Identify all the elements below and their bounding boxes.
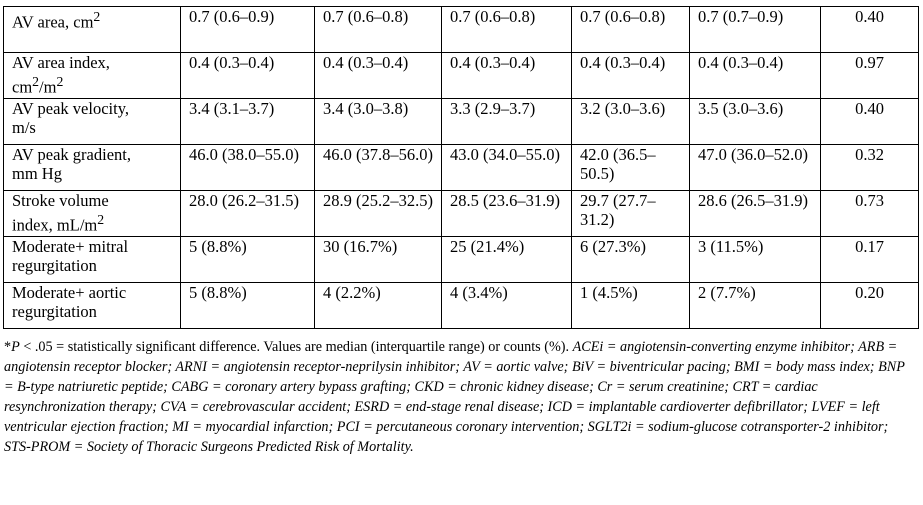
table-row: AV peak velocity, m/s 3.4 (3.1–3.7) 3.4 (… — [3, 98, 919, 145]
table-cell: 4 (3.4%) — [441, 282, 572, 329]
table-cell: 0.4 (0.3–0.4) — [571, 52, 690, 99]
footnote-abbreviations: ACEi = angiotensin-converting enzyme inh… — [4, 339, 905, 455]
table-cell: 43.0 (34.0–55.0) — [441, 144, 572, 191]
p-value-cell: 0.20 — [820, 282, 919, 329]
row-label: AV area index, cm2/m2 — [3, 52, 181, 99]
table-cell: 5 (8.8%) — [180, 236, 315, 283]
table-row: AV peak gradient, mm Hg 46.0 (38.0–55.0) … — [3, 144, 919, 191]
row-label: Moderate+ mitral regurgitation — [3, 236, 181, 283]
table-cell: 5 (8.8%) — [180, 282, 315, 329]
table-row: Stroke volume index, mL/m2 28.0 (26.2–31.… — [3, 190, 919, 237]
table-cell: 28.6 (26.5–31.9) — [689, 190, 821, 237]
table-cell: 28.0 (26.2–31.5) — [180, 190, 315, 237]
table-cell: 3.4 (3.0–3.8) — [314, 98, 442, 145]
table-cell: 2 (7.7%) — [689, 282, 821, 329]
table-cell: 0.7 (0.6–0.8) — [441, 6, 572, 53]
table-cell: 29.7 (27.7–31.2) — [571, 190, 690, 237]
p-value-cell: 0.40 — [820, 98, 919, 145]
row-label: AV peak velocity, m/s — [3, 98, 181, 145]
table-cell: 25 (21.4%) — [441, 236, 572, 283]
table-row: AV area, cm2 0.7 (0.6–0.9) 0.7 (0.6–0.8)… — [3, 6, 919, 53]
table-cell: 0.7 (0.6–0.9) — [180, 6, 315, 53]
table-cell: 0.7 (0.6–0.8) — [571, 6, 690, 53]
row-label: AV area, cm2 — [3, 6, 181, 53]
table-cell: 46.0 (38.0–55.0) — [180, 144, 315, 191]
table-row: Moderate+ mitral regurgitation 5 (8.8%) 3… — [3, 236, 919, 283]
table-cell: 47.0 (36.0–52.0) — [689, 144, 821, 191]
table-cell: 30 (16.7%) — [314, 236, 442, 283]
table-row: Moderate+ aortic regurgitation 5 (8.8%) 4… — [3, 282, 919, 329]
footnote-star: * — [4, 339, 12, 355]
table-cell: 0.4 (0.3–0.4) — [689, 52, 821, 99]
row-label: AV peak gradient, mm Hg — [3, 144, 181, 191]
table-cell: 0.7 (0.6–0.8) — [314, 6, 442, 53]
table-cell: 6 (27.3%) — [571, 236, 690, 283]
table-cell: 3.5 (3.0–3.6) — [689, 98, 821, 145]
table-cell: 42.0 (36.5–50.5) — [571, 144, 690, 191]
p-value-cell: 0.97 — [820, 52, 919, 99]
table-row: AV area index, cm2/m2 0.4 (0.3–0.4) 0.4 (… — [3, 52, 919, 99]
results-table: AV area, cm2 0.7 (0.6–0.9) 0.7 (0.6–0.8)… — [3, 6, 919, 329]
row-label: Moderate+ aortic regurgitation — [3, 282, 181, 329]
table-cell: 3.3 (2.9–3.7) — [441, 98, 572, 145]
p-value-cell: 0.73 — [820, 190, 919, 237]
table-cell: 0.4 (0.3–0.4) — [441, 52, 572, 99]
table-cell: 28.9 (25.2–32.5) — [314, 190, 442, 237]
table-cell: 28.5 (23.6–31.9) — [441, 190, 572, 237]
table-cell: 1 (4.5%) — [571, 282, 690, 329]
table-cell: 3 (11.5%) — [689, 236, 821, 283]
table-footnote: *P < .05 = statistically significant dif… — [4, 338, 916, 457]
table-cell: 3.4 (3.1–3.7) — [180, 98, 315, 145]
footnote-intro: < .05 = statistically significant differ… — [19, 339, 573, 355]
p-value-cell: 0.17 — [820, 236, 919, 283]
table-cell: 0.4 (0.3–0.4) — [180, 52, 315, 99]
table-cell: 4 (2.2%) — [314, 282, 442, 329]
table-cell: 0.4 (0.3–0.4) — [314, 52, 442, 99]
table-cell: 0.7 (0.7–0.9) — [689, 6, 821, 53]
table-cell: 3.2 (3.0–3.6) — [571, 98, 690, 145]
p-symbol: P — [11, 339, 20, 355]
p-value-cell: 0.40 — [820, 6, 919, 53]
table-cell: 46.0 (37.8–56.0) — [314, 144, 442, 191]
row-label: Stroke volume index, mL/m2 — [3, 190, 181, 237]
p-value-cell: 0.32 — [820, 144, 919, 191]
